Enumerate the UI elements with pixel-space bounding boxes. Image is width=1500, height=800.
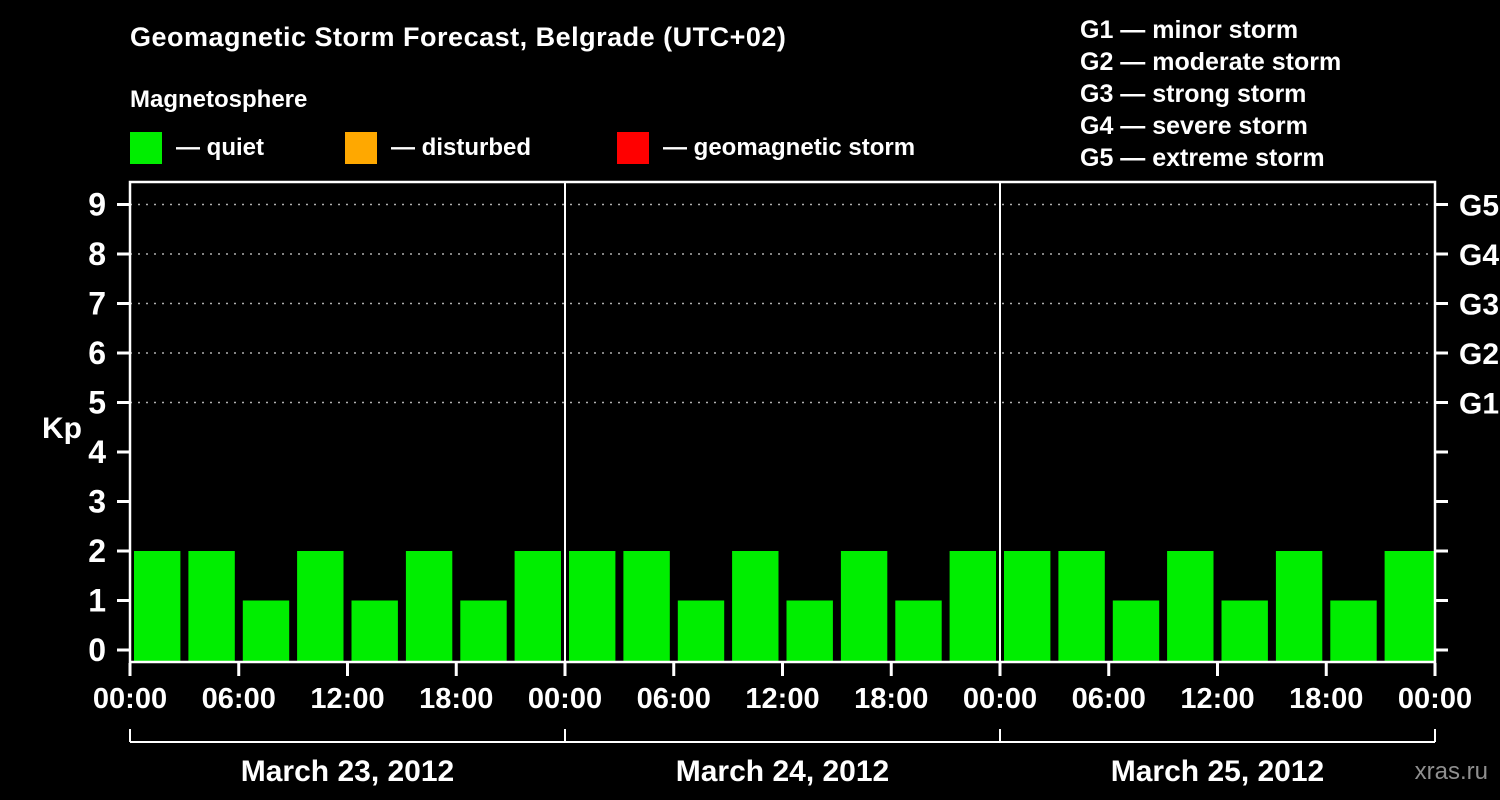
y-tick-label-1: 1 — [88, 583, 106, 619]
x-tick-label-11: 18:00 — [1289, 683, 1363, 715]
x-tick-label-2: 12:00 — [310, 683, 384, 715]
y-tick-label-9: 9 — [88, 187, 106, 223]
date-label-day2: March 24, 2012 — [676, 755, 889, 788]
kp-bar-day2-8 — [949, 551, 996, 661]
kp-bar-day3-6 — [1275, 551, 1323, 661]
kp-bar-day2-1 — [569, 551, 616, 661]
watermark-link[interactable]: xras.ru — [1414, 758, 1488, 785]
plot-frame — [128, 180, 1437, 664]
storm-scale-g1: G1 — minor storm — [1080, 16, 1299, 44]
page-title: Geomagnetic Storm Forecast, Belgrade (UT… — [130, 22, 787, 52]
right-axis-label-G3: G3 — [1459, 289, 1499, 322]
kp-bar-day2-3 — [677, 600, 725, 661]
quiet-color-swatch — [130, 132, 162, 164]
kp-bar-day3-1 — [1004, 551, 1051, 661]
y-tick-label-0: 0 — [88, 632, 106, 668]
kp-bar-day1-7 — [460, 600, 507, 661]
kp-bar-day2-2 — [623, 551, 670, 661]
x-tick-label-3: 18:00 — [419, 683, 493, 715]
x-tick-label-0: 00:00 — [93, 683, 167, 715]
kp-bar-partial — [1406, 551, 1434, 661]
storm-scale-g4: G4 — severe storm — [1080, 112, 1308, 140]
x-tick-label-10: 12:00 — [1180, 683, 1254, 715]
right-axis-label-G1: G1 — [1459, 388, 1499, 421]
y-tick-label-3: 3 — [88, 484, 106, 520]
disturbed-color-swatch — [345, 132, 377, 164]
right-axis-label-G5: G5 — [1459, 190, 1499, 223]
kp-bar-day1-8 — [514, 551, 561, 661]
y-axis-title: Kp — [42, 412, 82, 445]
x-tick-label-4: 00:00 — [528, 683, 602, 715]
kp-bar-day2-5 — [786, 600, 833, 661]
y-tick-label-8: 8 — [88, 236, 106, 272]
kp-bar-day3-5 — [1221, 600, 1268, 661]
right-axis-label-G2: G2 — [1459, 338, 1499, 371]
x-tick-label-6: 12:00 — [745, 683, 819, 715]
legend-item-quiet: — quiet — [130, 132, 264, 164]
x-tick-label-7: 18:00 — [854, 683, 928, 715]
date-label-day3: March 25, 2012 — [1111, 755, 1324, 788]
legend-label-quiet: — quiet — [176, 134, 264, 161]
kp-bar-day3-7 — [1330, 600, 1377, 661]
legend-label-storm: — geomagnetic storm — [663, 134, 916, 161]
storm-scale-g3: G3 — strong storm — [1080, 80, 1307, 108]
legend-item-storm: — geomagnetic storm — [617, 132, 915, 164]
kp-bar-day1-1 — [134, 551, 181, 661]
date-label-day1: March 23, 2012 — [241, 755, 454, 788]
x-tick-label-8: 00:00 — [963, 683, 1037, 715]
legend-label-disturbed: — disturbed — [391, 134, 532, 161]
chart-subtitle: Magnetosphere — [130, 86, 308, 113]
storm-scale-g5: G5 — extreme storm — [1080, 144, 1325, 172]
x-tick-label-1: 06:00 — [202, 683, 276, 715]
y-tick-label-7: 7 — [88, 286, 106, 322]
x-tick-label-12: 00:00 — [1398, 683, 1472, 715]
y-tick-label-6: 6 — [88, 335, 106, 371]
x-tick-label-5: 06:00 — [637, 683, 711, 715]
y-tick-label-2: 2 — [88, 533, 106, 569]
kp-bar-day3-3 — [1112, 600, 1160, 661]
kp-bar-day1-2 — [188, 551, 235, 661]
kp-bar-day2-7 — [895, 600, 942, 661]
storm-scale-g2: G2 — moderate storm — [1080, 48, 1342, 76]
kp-bar-day2-6 — [840, 551, 888, 661]
right-axis-label-G4: G4 — [1459, 239, 1499, 272]
kp-bar-day2-4 — [732, 551, 779, 661]
storm-scale-legend: G1 — minor storm G2 — moderate storm G3 … — [1080, 14, 1341, 174]
kp-bar-day1-3 — [242, 600, 290, 661]
legend-item-disturbed: — disturbed — [345, 132, 531, 164]
kp-bar-day3-4 — [1167, 551, 1214, 661]
storm-color-swatch — [617, 132, 649, 164]
kp-bar-day1-4 — [297, 551, 344, 661]
y-tick-label-4: 4 — [88, 434, 106, 470]
x-tick-label-9: 06:00 — [1072, 683, 1146, 715]
kp-bar-day1-5 — [351, 600, 398, 661]
kp-bar-day1-6 — [405, 551, 453, 661]
y-tick-label-5: 5 — [88, 385, 106, 421]
kp-bar-day3-2 — [1058, 551, 1105, 661]
